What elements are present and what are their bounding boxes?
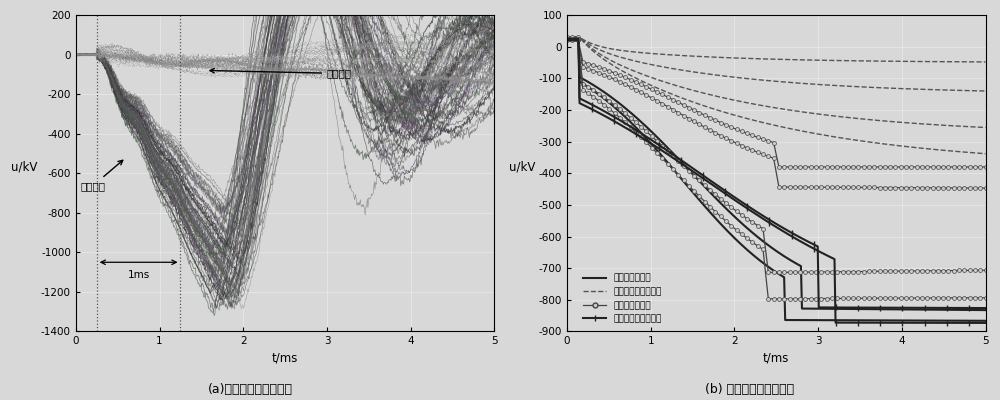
Legend: 整流侧出口故障, 整流侧交流系统故障, 逆变侧出口故障, 逆变侧交流系统故障: 整流侧出口故障, 整流侧交流系统故障, 逆变侧出口故障, 逆变侧交流系统故障 bbox=[580, 270, 665, 327]
Y-axis label: u/kV: u/kV bbox=[11, 160, 37, 173]
Text: (a)正极线路电压曲线簇: (a)正极线路电压曲线簇 bbox=[208, 383, 292, 396]
Text: 区外故障: 区外故障 bbox=[210, 68, 352, 78]
X-axis label: t/ms: t/ms bbox=[763, 352, 789, 365]
X-axis label: t/ms: t/ms bbox=[272, 352, 298, 365]
Text: 1ms: 1ms bbox=[127, 270, 150, 280]
Text: (b) 区外故障电压曲线簇: (b) 区外故障电压曲线簇 bbox=[705, 383, 795, 396]
Y-axis label: u/kV: u/kV bbox=[509, 160, 535, 173]
Text: 线路故障: 线路故障 bbox=[80, 160, 123, 191]
